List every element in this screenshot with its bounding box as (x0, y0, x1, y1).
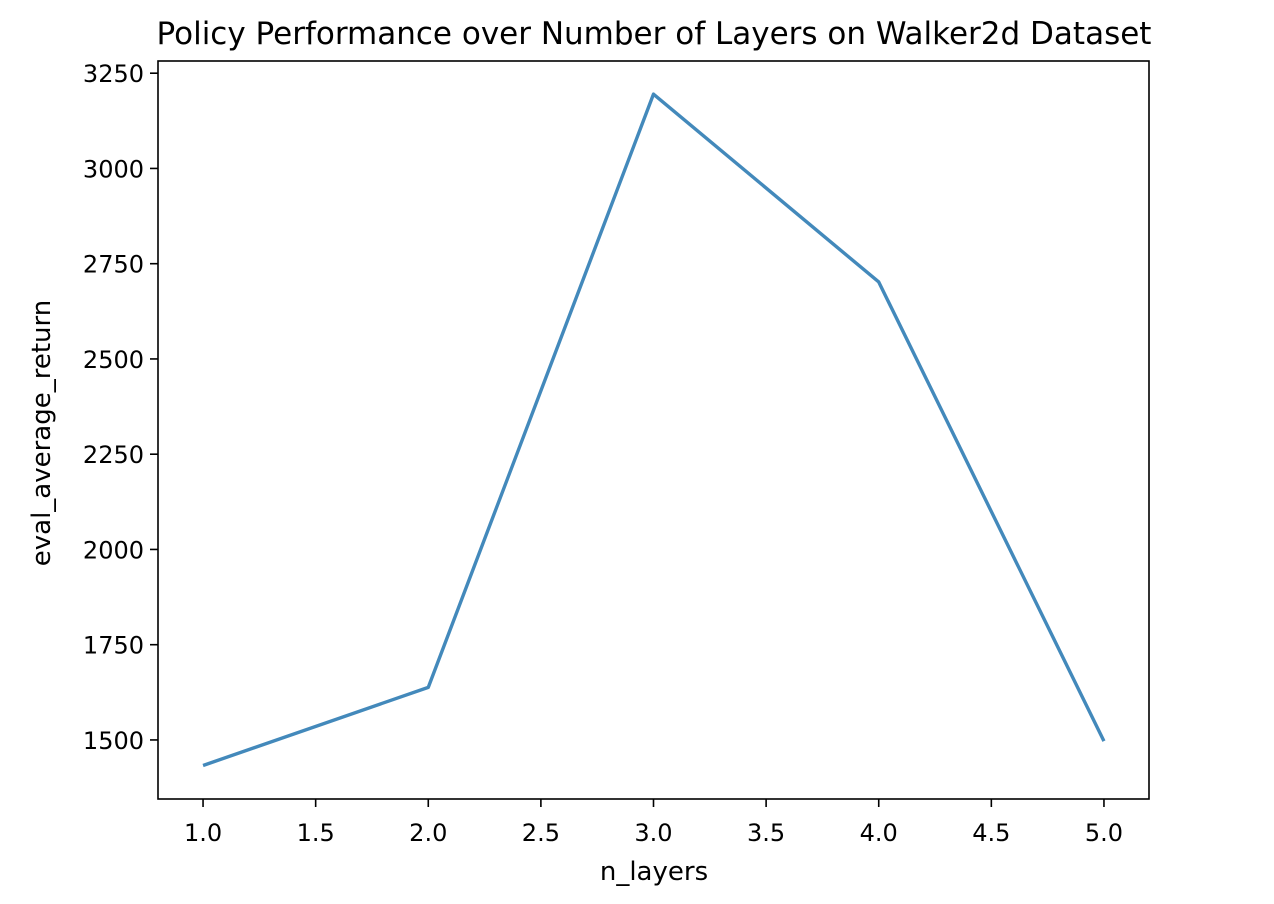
x-tick-label: 1.0 (184, 819, 222, 847)
plot-background (158, 61, 1149, 799)
x-tick-label: 5.0 (1085, 819, 1123, 847)
plot-area: 1.0 1.5 2.0 2.5 3.0 3.5 4.0 4.5 5.0 1500 1750 2000… (83, 60, 1150, 847)
y-tick-label: 1500 (83, 727, 144, 755)
x-axis-ticks: 1.0 1.5 2.0 2.5 3.0 3.5 4.0 4.5 5.0 (184, 799, 1123, 847)
y-axis-ticks: 1500 1750 2000 2250 2500 2750 3000 3250 (83, 60, 158, 755)
y-tick-label: 2250 (83, 441, 144, 469)
y-tick-label: 2500 (83, 346, 144, 374)
series-line (202, 92, 1106, 768)
x-tick-label: 4.0 (860, 819, 898, 847)
plot-frame (157, 60, 1150, 800)
x-tick-label: 3.5 (747, 819, 785, 847)
x-tick-label: 3.0 (634, 819, 672, 847)
x-axis-label: n_layers (600, 857, 708, 887)
y-axis-label: eval_average_return (27, 300, 57, 566)
series-layer (202, 92, 1106, 768)
y-tick-label: 3000 (83, 155, 144, 183)
y-tick-label: 1750 (83, 632, 144, 660)
x-tick-label: 4.5 (972, 819, 1010, 847)
y-tick-label: 3250 (83, 60, 144, 88)
chart-title: Policy Performance over Number of Layers… (157, 16, 1152, 52)
x-tick-label: 2.0 (409, 819, 447, 847)
y-tick-label: 2000 (83, 536, 144, 564)
x-tick-label: 2.5 (522, 819, 560, 847)
y-tick-label: 2750 (83, 251, 144, 279)
x-tick-label: 1.5 (297, 819, 335, 847)
